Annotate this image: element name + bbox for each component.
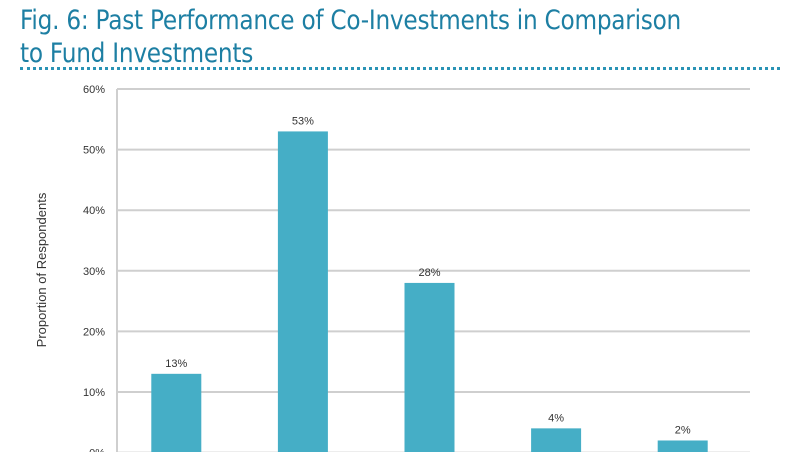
data-label: 28% [418, 267, 440, 279]
bar [531, 428, 582, 452]
title-divider [20, 67, 780, 70]
y-tick-label: 10% [83, 387, 105, 399]
chart-title: Fig. 6: Past Performance of Co-Investmen… [20, 5, 682, 69]
data-label: 4% [548, 412, 564, 424]
y-tick-label: 50% [83, 145, 105, 157]
data-label: 13% [165, 358, 187, 370]
y-tick-label: 30% [83, 266, 105, 278]
y-tick-label: 60% [83, 84, 105, 96]
y-axis-label: Proportion of Respondents [34, 192, 49, 347]
bar [657, 440, 708, 452]
y-tick-label: 40% [83, 205, 105, 217]
y-tick-label: 0% [89, 448, 105, 452]
bar [404, 282, 455, 452]
bar [151, 373, 202, 452]
data-label: 53% [292, 115, 314, 127]
y-tick-label: 20% [83, 326, 105, 338]
data-label: 2% [675, 424, 691, 436]
bar [277, 131, 328, 452]
